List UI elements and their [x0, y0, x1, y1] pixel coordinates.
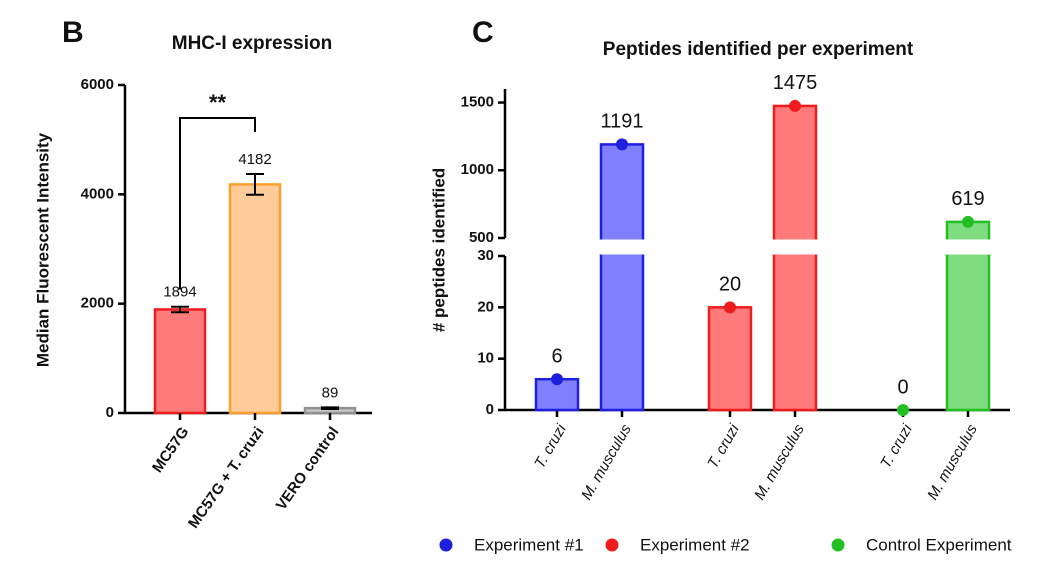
data-label: 619 [951, 188, 984, 210]
point [897, 404, 909, 416]
point [789, 99, 801, 112]
x-tick-label: M. musculus [751, 421, 808, 503]
y-tick-label: 10 [477, 350, 494, 367]
data-label: 4182 [238, 151, 271, 168]
axis-break-gap [493, 239, 1010, 255]
error-bar [321, 406, 339, 410]
y-axis-label: # peptides identified [429, 168, 448, 332]
y-tick-label: 20 [477, 298, 494, 315]
point [962, 215, 974, 228]
legend-marker [439, 538, 453, 552]
data-label: 1894 [163, 284, 196, 301]
x-tick-label: MC57G [149, 424, 193, 476]
significance-label: ** [209, 90, 227, 115]
legend-marker [605, 538, 619, 552]
x-tick-label: T. cruzi [877, 421, 916, 471]
y-tick-label: 4000 [81, 185, 114, 202]
legend-marker [831, 538, 845, 552]
bar [772, 104, 818, 412]
point [724, 301, 736, 314]
point [616, 138, 628, 151]
y-tick-label: 1000 [461, 161, 494, 178]
data-label: 1191 [600, 111, 643, 133]
y-axis-label: Median Fluorescent Intensity [33, 132, 52, 367]
legend-label: Control Experiment [866, 535, 1012, 554]
bar [599, 143, 645, 412]
data-label: 0 [897, 376, 908, 398]
significance-bracket [179, 117, 256, 290]
legend-label: Experiment #1 [474, 535, 584, 554]
error-bar [246, 172, 264, 196]
panel-label: B [62, 16, 84, 49]
x-tick-label: M. musculus [924, 421, 981, 503]
y-tick-label: 0 [106, 404, 114, 421]
x-tick-label: T. cruzi [704, 421, 743, 471]
bar [707, 306, 753, 412]
x-tick-label: VERO control [273, 424, 343, 514]
data-label: 20 [719, 274, 741, 296]
chart-title: MHC-I expression [172, 33, 332, 54]
chart-title: Peptides identified per experiment [603, 39, 914, 60]
y-tick-label: 0 [486, 401, 494, 418]
x-tick-label: T. cruzi [531, 421, 570, 471]
y-tick-label: 6000 [81, 76, 114, 93]
point [551, 373, 563, 386]
y-tick-label: 1500 [461, 94, 494, 111]
data-label: 6 [551, 345, 562, 367]
y-tick-label: 2000 [81, 295, 114, 312]
error-bar [171, 305, 189, 314]
y-tick-label: 500 [469, 229, 494, 246]
bar [228, 183, 282, 415]
data-label: 1475 [773, 72, 818, 94]
panel-label: C [472, 16, 494, 49]
data-label: 89 [322, 384, 339, 401]
x-tick-label: MC57G + T. cruzi [185, 424, 268, 532]
bar [153, 308, 207, 415]
y-tick-label: 30 [477, 247, 494, 264]
x-tick-label: M. musculus [578, 421, 635, 503]
legend-label: Experiment #2 [640, 535, 750, 554]
